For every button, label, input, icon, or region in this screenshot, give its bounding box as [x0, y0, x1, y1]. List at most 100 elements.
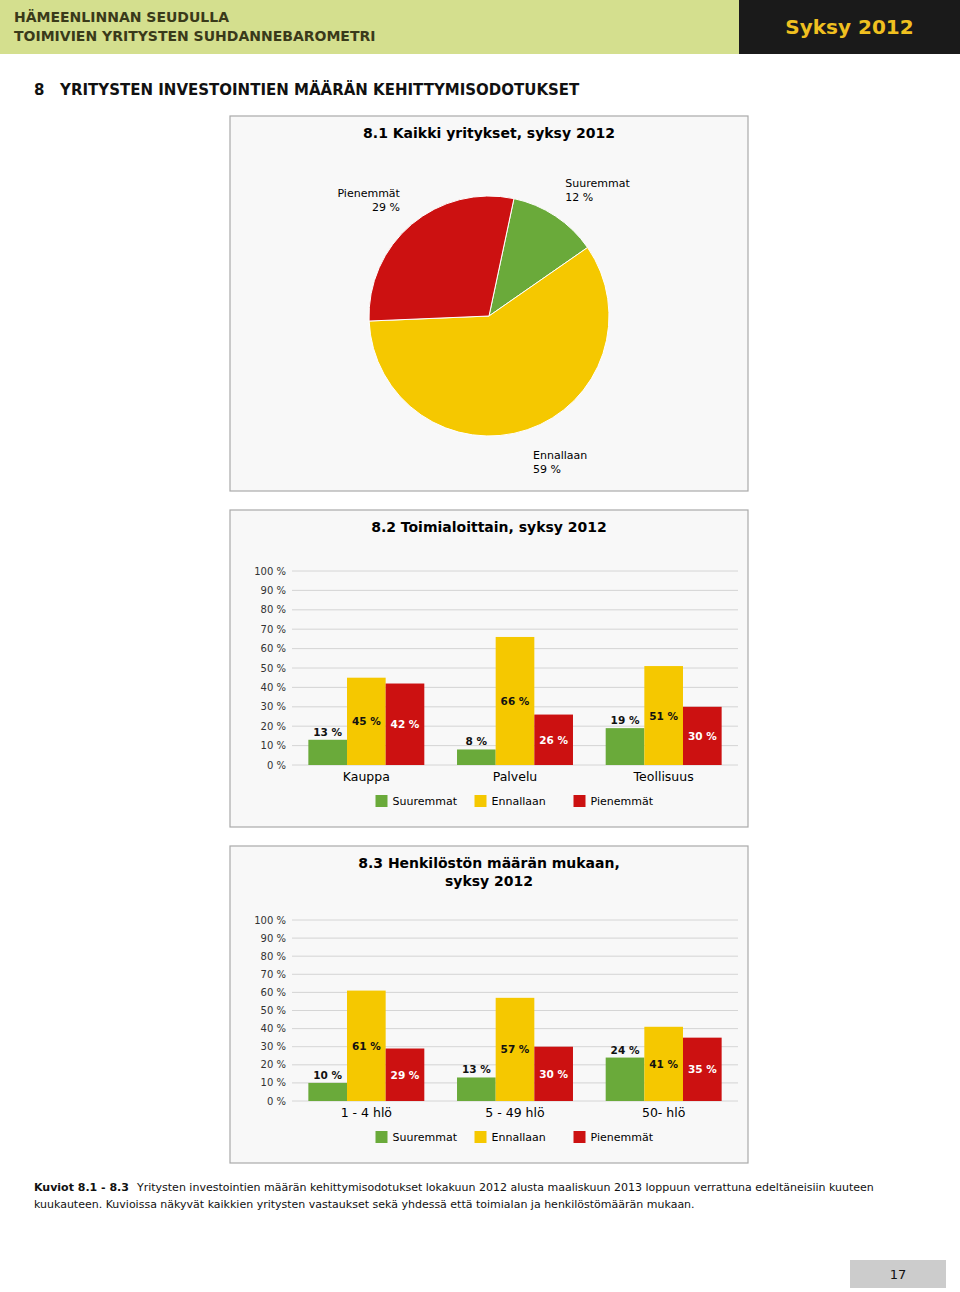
page-title-line: HÄMEENLINNAN SEUDULLA [14, 8, 725, 27]
x-tick-label: 5 - 49 hlö [485, 1105, 544, 1120]
bar [606, 1058, 645, 1101]
y-tick-label: 100 % [254, 915, 286, 926]
pie-value-label: 59 % [533, 463, 561, 476]
y-tick-label: 20 % [261, 721, 286, 732]
badge-text: Syksy 2012 [785, 15, 913, 39]
data-label: 66 % [501, 695, 530, 707]
data-label: 10 % [313, 1069, 342, 1081]
y-tick-label: 80 % [261, 604, 286, 615]
legend-label: Suuremmat [393, 795, 458, 808]
pie-label: Ennallaan [533, 449, 587, 462]
axes: 0 % 10 % 20 % 30 % 40 % 50 % 60 % 70 % 80 % 90 % 1… [254, 915, 738, 1121]
y-tick-label: 80 % [261, 951, 286, 962]
section-title-text: 8 YRITYSTEN INVESTOINTIEN MÄÄRÄN KEHITTY… [34, 81, 579, 99]
legend-swatch [475, 1131, 487, 1143]
pie-label: Suuremmat [565, 177, 630, 190]
data-label: 45 % [352, 715, 381, 727]
y-tick-label: 20 % [261, 1059, 286, 1070]
data-label: 26 % [539, 734, 568, 746]
y-tick-label: 90 % [261, 933, 286, 944]
axes: 0 %10 %20 %30 %40 %50 %60 %70 %80 %90 %1… [254, 566, 738, 785]
y-tick-label: 10 % [261, 740, 286, 751]
pie-slice [369, 196, 514, 321]
grid-line [292, 920, 738, 921]
bar [683, 1038, 722, 1101]
legend-swatch [574, 795, 586, 807]
bar [347, 991, 386, 1101]
footer: Kuviot 8.1 - 8.3Yritysten investointien … [34, 1180, 934, 1213]
bar [308, 740, 347, 765]
footer-bold: Kuviot 8.1 - 8.3 [34, 1181, 129, 1194]
bars [308, 637, 721, 765]
y-tick-label: 30 % [261, 701, 286, 712]
chart-title-line: 8.1 Kaikki yritykset, syksy 2012 [363, 125, 615, 141]
legend: SuuremmatEnnallaanPienemmät [376, 795, 654, 808]
section-title: 8 YRITYSTEN INVESTOINTIEN MÄÄRÄN KEHITTY… [34, 65, 934, 114]
x-tick-label: Teollisuus [633, 769, 694, 784]
pie-label: Pienemmät [337, 187, 400, 200]
chart-frame [230, 846, 748, 1163]
bar [534, 715, 573, 765]
y-tick-label: 0 % [267, 1096, 286, 1107]
y-tick-label: 70 % [261, 624, 286, 635]
pie-value-label: 29 % [372, 201, 400, 214]
y-tick-label: 10 % [261, 1077, 286, 1088]
legend-swatch [376, 795, 388, 807]
legend-swatch [475, 795, 487, 807]
x-tick-label: 50- hlö [642, 1105, 685, 1120]
chart-title: 8.3 Henkilöstön määrän mukaan, syksy 2012 [358, 855, 620, 889]
badge: Syksy 2012 [739, 0, 960, 54]
bar [496, 998, 535, 1101]
bar [386, 684, 425, 765]
bar [347, 678, 386, 765]
bar [534, 1047, 573, 1101]
bar [606, 728, 645, 765]
bar [386, 1049, 425, 1101]
chart-title-line: 8.3 Henkilöstön määrän mukaan, [358, 855, 620, 871]
y-tick-label: 40 % [261, 1023, 286, 1034]
data-label: 13 % [313, 726, 342, 738]
legend-label: Pienemmät [591, 1131, 654, 1144]
page-number: 17 [850, 1260, 946, 1288]
y-tick-label: 90 % [261, 585, 286, 596]
data-labels: 10 %61 %29 %13 %57 %30 %24 %41 %35 % [313, 1040, 717, 1081]
chart-box: 8.1 Kaikki yritykset, syksy 2012 Suuremma… [230, 116, 748, 491]
data-label: 8 % [466, 735, 488, 747]
data-label: 19 % [611, 714, 640, 726]
data-label: 35 % [688, 1063, 717, 1075]
grid-line [292, 590, 738, 591]
y-tick-label: 70 % [261, 969, 286, 980]
chart-title: 8.2 Toimialoittain, syksy 2012 [371, 519, 607, 535]
y-tick-label: 50 % [261, 663, 286, 674]
y-tick-label: 60 % [261, 987, 286, 998]
chart-title: 8.1 Kaikki yritykset, syksy 2012 [363, 125, 615, 141]
data-labels: 13 %45 %42 %8 %66 %26 %19 %51 %30 % [313, 695, 717, 748]
x-tick-label: 1 - 4 hlö [341, 1105, 392, 1120]
bar [644, 1027, 683, 1101]
data-label: 24 % [611, 1044, 640, 1056]
grid-line [292, 938, 738, 939]
data-label: 41 % [649, 1058, 678, 1070]
y-tick-label: 40 % [261, 682, 286, 693]
page-title-line: TOIMIVIEN YRITYSTEN SUHDANNEBAROMETRI [14, 27, 725, 46]
grid-line [292, 571, 738, 572]
x-tick-label: Palvelu [493, 769, 538, 784]
chart-title-line: syksy 2012 [445, 873, 533, 889]
data-label: 30 % [539, 1068, 568, 1080]
bar [683, 707, 722, 765]
page-number-text: 17 [890, 1267, 907, 1282]
chart-frame [230, 510, 748, 827]
data-label: 51 % [649, 710, 678, 722]
bar [457, 749, 496, 765]
data-label: 61 % [352, 1040, 381, 1052]
page-title: HÄMEENLINNAN SEUDULLATOIMIVIEN YRITYSTEN… [0, 0, 739, 54]
legend-swatch [376, 1131, 388, 1143]
grid-line [292, 609, 738, 610]
y-tick-label: 50 % [261, 1005, 286, 1016]
y-tick-label: 100 % [254, 566, 286, 577]
legend-swatch [574, 1131, 586, 1143]
data-label: 42 % [391, 718, 420, 730]
chart-frame [230, 116, 748, 491]
y-tick-label: 60 % [261, 643, 286, 654]
legend-label: Ennallaan [492, 795, 546, 808]
